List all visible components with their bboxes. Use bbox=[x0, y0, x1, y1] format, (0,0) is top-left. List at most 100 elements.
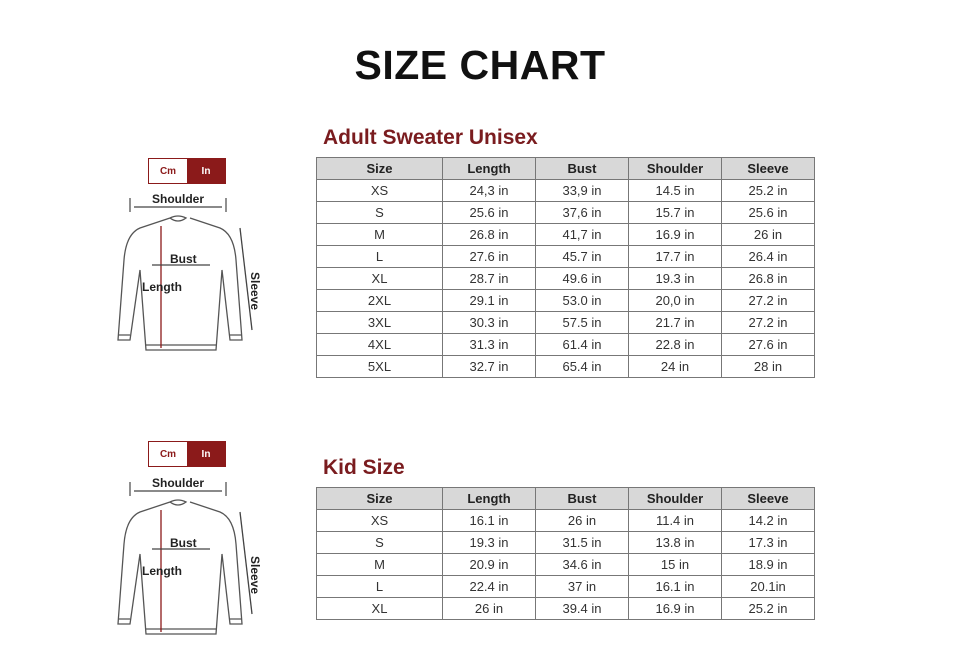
table-cell: 32.7 in bbox=[442, 355, 536, 378]
table-cell: S bbox=[316, 531, 443, 554]
table-cell: 20,0 in bbox=[628, 289, 722, 312]
table-cell: 22.4 in bbox=[442, 575, 536, 598]
table-cell: XS bbox=[316, 509, 443, 532]
table-cell: M bbox=[316, 553, 443, 576]
table-cell: XL bbox=[316, 267, 443, 290]
table-cell: 19.3 in bbox=[442, 531, 536, 554]
column-header: Size bbox=[316, 157, 443, 180]
table-cell: 2XL bbox=[316, 289, 443, 312]
unit-in-button[interactable]: In bbox=[187, 159, 225, 183]
unit-toggle[interactable]: Cm In bbox=[148, 158, 226, 184]
table-header-row: Size Length Bust Shoulder Sleeve bbox=[316, 487, 815, 510]
sleeve-label: Sleeve bbox=[248, 556, 262, 595]
page-title: SIZE CHART bbox=[354, 42, 606, 88]
table-cell: 45.7 in bbox=[535, 245, 629, 268]
column-header: Sleeve bbox=[721, 487, 815, 510]
table-cell: 27.2 in bbox=[721, 289, 815, 312]
table-cell: 16.1 in bbox=[628, 575, 722, 598]
kid-size-table: Size Length Bust Shoulder Sleeve XS 16.1 in 26 … bbox=[316, 487, 815, 620]
table-header-row: Size Length Bust Shoulder Sleeve bbox=[316, 157, 815, 180]
table-cell: 21.7 in bbox=[628, 311, 722, 334]
table-row: XS 16.1 in 26 in 11.4 in 14.2 in bbox=[316, 509, 815, 532]
table-row: 2XL 29.1 in 53.0 in 20,0 in 27.2 in bbox=[316, 289, 815, 312]
adult-section-title: Adult Sweater Unisex bbox=[323, 126, 538, 149]
table-cell: 37,6 in bbox=[535, 201, 629, 224]
bust-label: Bust bbox=[170, 252, 197, 266]
column-header: Size bbox=[316, 487, 443, 510]
table-row: M 26.8 in 41,7 in 16.9 in 26 in bbox=[316, 223, 815, 246]
column-header: Length bbox=[442, 487, 536, 510]
sweater-measurement-diagram: Shoulder Bust Length Sleeve bbox=[112, 190, 277, 365]
table-cell: 26 in bbox=[442, 597, 536, 620]
length-label: Length bbox=[142, 564, 182, 578]
adult-size-table: Size Length Bust Shoulder Sleeve XS 24,3 in 33,… bbox=[316, 157, 815, 378]
table-row: S 25.6 in 37,6 in 15.7 in 25.6 in bbox=[316, 201, 815, 224]
table-cell: 22.8 in bbox=[628, 333, 722, 356]
length-label: Length bbox=[142, 280, 182, 294]
table-cell: 20.1in bbox=[721, 575, 815, 598]
shoulder-label: Shoulder bbox=[152, 192, 205, 206]
table-cell: 15 in bbox=[628, 553, 722, 576]
table-cell: 41,7 in bbox=[535, 223, 629, 246]
table-cell: 34.6 in bbox=[535, 553, 629, 576]
table-cell: 18.9 in bbox=[721, 553, 815, 576]
table-cell: 16.9 in bbox=[628, 597, 722, 620]
unit-in-button[interactable]: In bbox=[187, 442, 225, 466]
table-cell: 26 in bbox=[721, 223, 815, 246]
table-cell: 16.9 in bbox=[628, 223, 722, 246]
table-cell: 33,9 in bbox=[535, 179, 629, 202]
table-cell: 25.2 in bbox=[721, 597, 815, 620]
column-header: Bust bbox=[535, 157, 629, 180]
table-cell: 24,3 in bbox=[442, 179, 536, 202]
table-cell: 25.6 in bbox=[721, 201, 815, 224]
table-cell: 26.4 in bbox=[721, 245, 815, 268]
table-cell: 30.3 in bbox=[442, 311, 536, 334]
table-cell: 28.7 in bbox=[442, 267, 536, 290]
column-header: Length bbox=[442, 157, 536, 180]
table-cell: 49.6 in bbox=[535, 267, 629, 290]
unit-cm-button[interactable]: Cm bbox=[149, 442, 187, 466]
table-cell: 26.8 in bbox=[442, 223, 536, 246]
table-cell: 53.0 in bbox=[535, 289, 629, 312]
table-cell: M bbox=[316, 223, 443, 246]
table-cell: 13.8 in bbox=[628, 531, 722, 554]
column-header: Shoulder bbox=[628, 157, 722, 180]
table-cell: 65.4 in bbox=[535, 355, 629, 378]
table-cell: 26.8 in bbox=[721, 267, 815, 290]
table-row: L 22.4 in 37 in 16.1 in 20.1in bbox=[316, 575, 815, 598]
unit-cm-button[interactable]: Cm bbox=[149, 159, 187, 183]
table-cell: 61.4 in bbox=[535, 333, 629, 356]
bust-label: Bust bbox=[170, 536, 197, 550]
unit-toggle[interactable]: Cm In bbox=[148, 441, 226, 467]
table-cell: L bbox=[316, 245, 443, 268]
sweater-measurement-diagram: Shoulder Bust Length Sleeve bbox=[112, 474, 277, 649]
table-cell: L bbox=[316, 575, 443, 598]
table-row: XL 28.7 in 49.6 in 19.3 in 26.8 in bbox=[316, 267, 815, 290]
table-cell: 17.3 in bbox=[721, 531, 815, 554]
column-header: Shoulder bbox=[628, 487, 722, 510]
table-row: XS 24,3 in 33,9 in 14.5 in 25.2 in bbox=[316, 179, 815, 202]
table-cell: 24 in bbox=[628, 355, 722, 378]
table-cell: 29.1 in bbox=[442, 289, 536, 312]
table-cell: XS bbox=[316, 179, 443, 202]
table-cell: 57.5 in bbox=[535, 311, 629, 334]
column-header: Sleeve bbox=[721, 157, 815, 180]
table-cell: 31.3 in bbox=[442, 333, 536, 356]
table-cell: 25.6 in bbox=[442, 201, 536, 224]
table-cell: 31.5 in bbox=[535, 531, 629, 554]
table-cell: 39.4 in bbox=[535, 597, 629, 620]
table-cell: 37 in bbox=[535, 575, 629, 598]
table-cell: 27.6 in bbox=[442, 245, 536, 268]
table-cell: 17.7 in bbox=[628, 245, 722, 268]
table-cell: 19.3 in bbox=[628, 267, 722, 290]
table-cell: 11.4 in bbox=[628, 509, 722, 532]
table-cell: XL bbox=[316, 597, 443, 620]
table-row: 4XL 31.3 in 61.4 in 22.8 in 27.6 in bbox=[316, 333, 815, 356]
kid-section-title: Kid Size bbox=[323, 456, 405, 479]
table-cell: 14.5 in bbox=[628, 179, 722, 202]
table-cell: 25.2 in bbox=[721, 179, 815, 202]
table-cell: S bbox=[316, 201, 443, 224]
table-cell: 14.2 in bbox=[721, 509, 815, 532]
table-cell: 16.1 in bbox=[442, 509, 536, 532]
